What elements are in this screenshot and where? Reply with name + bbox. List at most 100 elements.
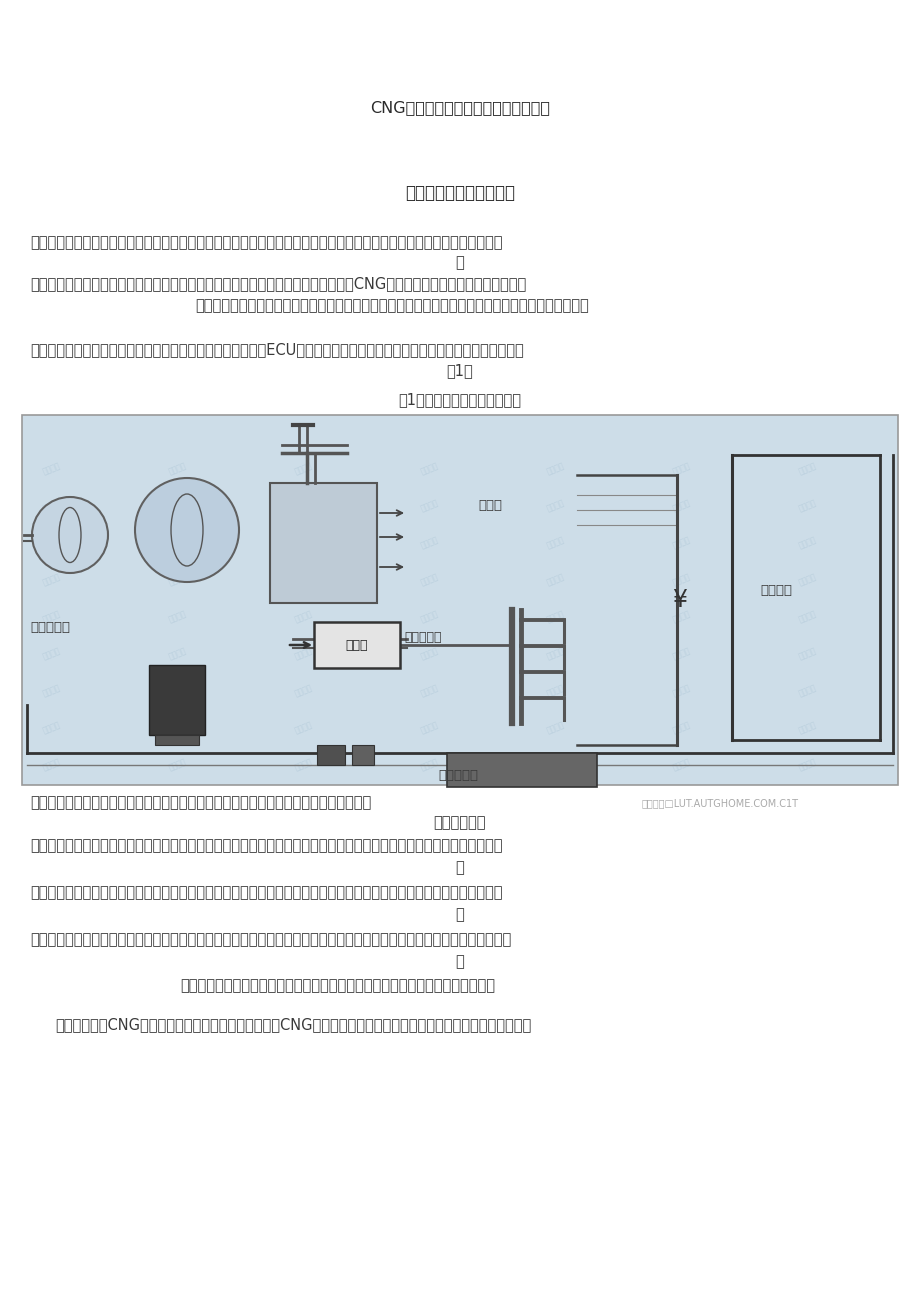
Text: 燃气点燃气喷: 燃气点燃气喷 xyxy=(433,816,486,830)
Text: 汽车之家: 汽车之家 xyxy=(797,721,817,735)
Text: 汽车之家: 汽车之家 xyxy=(545,609,566,625)
Text: 汽车之家: 汽车之家 xyxy=(545,721,566,735)
FancyBboxPatch shape xyxy=(269,483,377,603)
Text: 汽车之家: 汽车之家 xyxy=(419,609,440,625)
Text: 汽车之家: 汽车之家 xyxy=(167,535,188,551)
Text: 汽车之家: 汽车之家 xyxy=(671,535,691,551)
Text: 惠车驱动机: 惠车驱动机 xyxy=(437,769,478,782)
Text: 多点顺序燃气喷射控制系统适用于装有氧传感器和三元催化转化器的电喷汽油发动机，是目前国际上最先进的燃气汽车控制: 多点顺序燃气喷射控制系统适用于装有氧传感器和三元催化转化器的电喷汽油发动机，是目… xyxy=(30,235,502,251)
Text: 汽车之家: 汽车之家 xyxy=(167,757,188,773)
Text: 汽车之家: 汽车之家 xyxy=(419,461,440,477)
Text: 汽车之家: 汽车之家 xyxy=(545,757,566,773)
Text: 汽车之家: 汽车之家 xyxy=(671,683,691,699)
Text: 的不良影响。可根据发动机转速和负荷，更准确地控制对发动机功率、效率和废气排放有重要影响的空燃比指标，实现稀薄混: 的不良影响。可根据发动机转速和负荷，更准确地控制对发动机功率、效率和废气排放有重… xyxy=(30,933,511,947)
Text: 汽车之家: 汽车之家 xyxy=(419,721,440,735)
Circle shape xyxy=(32,498,108,573)
Text: 题，其尾气排放也有了明显的改善和控制，目前该系统已经在发达国家和我国部分两用燃料车上运用。: 题，其尾气排放也有了明显的改善和控制，目前该系统已经在发达国家和我国部分两用燃料… xyxy=(195,299,588,313)
Text: 汽车之家: 汽车之家 xyxy=(41,461,62,477)
Text: 汽车之探□LUT.AUTGHOME.COM.C1T: 汽车之探□LUT.AUTGHOME.COM.C1T xyxy=(641,798,798,808)
Text: 汽车之家: 汽车之家 xyxy=(797,757,817,773)
FancyBboxPatch shape xyxy=(352,746,374,765)
Text: 汽车之家: 汽车之家 xyxy=(419,757,440,773)
Text: 汽车之家: 汽车之家 xyxy=(671,461,691,477)
Text: 汽车之家: 汽车之家 xyxy=(293,647,314,661)
Text: 汽车之家: 汽车之家 xyxy=(419,683,440,699)
Text: 汽车之家: 汽车之家 xyxy=(167,461,188,477)
Text: 汽车之家: 汽车之家 xyxy=(671,499,691,513)
Text: 汽车之家: 汽车之家 xyxy=(671,757,691,773)
Text: 射系统。进气阀处喷射由于可以由软件严格控制气体燃料喷射时间与进排气门及活塞运动的相位关系，易于实现定时定量供: 射系统。进气阀处喷射由于可以由软件严格控制气体燃料喷射时间与进排气门及活塞运动的… xyxy=(30,838,502,853)
Text: 汽车之家: 汽车之家 xyxy=(545,535,566,551)
Text: 汽车之家: 汽车之家 xyxy=(167,573,188,587)
Text: 汽车之家: 汽车之家 xyxy=(293,683,314,699)
Text: 一、系统及关键设备简介: 一、系统及关键设备简介 xyxy=(404,184,515,203)
Text: 汽车之家: 汽车之家 xyxy=(671,573,691,587)
Text: 顺序喷射系统将气体喷射器布置在靠近进气歧管的进气阀处，可实现对每一缸的定时定量: 顺序喷射系统将气体喷射器布置在靠近进气歧管的进气阀处，可实现对每一缸的定时定量 xyxy=(30,795,371,811)
Text: 汽车之家: 汽车之家 xyxy=(797,647,817,661)
Text: 汽车之家: 汽车之家 xyxy=(797,535,817,551)
Text: ¥: ¥ xyxy=(672,588,686,612)
FancyBboxPatch shape xyxy=(313,622,400,668)
Text: 多点顺序喷射CNG汽车的储气系统与传统的混合器形式CNG汽车基本相同，下面介绍顺序喷射系统特有的关键设备。: 多点顺序喷射CNG汽车的储气系统与传统的混合器形式CNG汽车基本相同，下面介绍顺… xyxy=(55,1017,530,1033)
FancyBboxPatch shape xyxy=(22,414,897,785)
Text: 汽车之家: 汽车之家 xyxy=(41,683,62,699)
Text: 汽车之家: 汽车之家 xyxy=(545,647,566,661)
Circle shape xyxy=(135,478,239,582)
Text: 汽车之家: 汽车之家 xyxy=(293,721,314,735)
Text: 图1。: 图1。 xyxy=(446,364,473,378)
Text: 汽车之家: 汽车之家 xyxy=(671,609,691,625)
Text: 汽车之家: 汽车之家 xyxy=(293,573,314,587)
Text: 混: 混 xyxy=(455,955,464,969)
FancyBboxPatch shape xyxy=(447,753,596,787)
Text: 汽车之家: 汽车之家 xyxy=(41,609,62,625)
Text: 氧传感器: 氧传感器 xyxy=(759,583,791,596)
Text: 汽车之家: 汽车之家 xyxy=(671,647,691,661)
Text: 汽车之家: 汽车之家 xyxy=(41,757,62,773)
Text: CNG汽车多点顺序喷射系统安装说明书: CNG汽车多点顺序喷射系统安装说明书 xyxy=(369,100,550,116)
Text: 汽车之家: 汽车之家 xyxy=(797,609,817,625)
Text: 汽车之家: 汽车之家 xyxy=(419,499,440,513)
Text: 汽车之家: 汽车之家 xyxy=(797,573,817,587)
Text: 统。该系统与多点燃油喷射的原理一样，使燃气燃料分缸精确喷射，能基本解决早先CNG汽车改装带来的功率下降、回火等问: 统。该系统与多点燃油喷射的原理一样，使燃气燃料分缸精确喷射，能基本解决早先CNG… xyxy=(30,277,526,291)
Text: 汽车之家: 汽车之家 xyxy=(545,573,566,587)
Text: 汽车之家: 汽车之家 xyxy=(167,609,188,625)
Text: 汽车之家: 汽车之家 xyxy=(41,573,62,587)
Text: 汽车之家: 汽车之家 xyxy=(293,535,314,551)
Text: 汽车之家: 汽车之家 xyxy=(293,609,314,625)
FancyBboxPatch shape xyxy=(154,735,199,746)
Text: 汽车之家: 汽车之家 xyxy=(797,683,817,699)
Text: 汽车之家: 汽车之家 xyxy=(167,647,188,661)
Text: 汽车之家: 汽车之家 xyxy=(671,721,691,735)
Text: 合气燃烧，更进一步提高发动机的动力性、经济性，以及更进一步改善排放特性。: 合气燃烧，更进一步提高发动机的动力性、经济性，以及更进一步改善排放特性。 xyxy=(180,978,494,994)
Text: 系: 系 xyxy=(455,256,464,270)
Text: 商压电磁阀: 商压电磁阀 xyxy=(30,621,70,634)
Text: 汽车之家: 汽车之家 xyxy=(293,461,314,477)
Text: 喷射器: 喷射器 xyxy=(346,639,368,652)
FancyBboxPatch shape xyxy=(317,746,345,765)
Text: 压力特感器: 压力特感器 xyxy=(403,630,441,643)
Text: 汽车之家: 汽车之家 xyxy=(41,721,62,735)
Text: 汽车之家: 汽车之家 xyxy=(545,461,566,477)
Text: 图1燃气多点顺序喷射系统原理: 图1燃气多点顺序喷射系统原理 xyxy=(398,392,521,408)
Text: 汽车之家: 汽车之家 xyxy=(545,683,566,699)
Text: 燃气多点顺序喷射系统主要由燃气减压器、燃气喷射器、燃气ECU以及过滤器、压力、温度传感器等附件组成，系统示意图见: 燃气多点顺序喷射系统主要由燃气减压器、燃气喷射器、燃气ECU以及过滤器、压力、温… xyxy=(30,343,523,357)
Text: 汽车之家: 汽车之家 xyxy=(167,683,188,699)
Text: 汽车之家: 汽车之家 xyxy=(167,499,188,513)
Text: 汽车之家: 汽车之家 xyxy=(41,647,62,661)
Text: 汽车之家: 汽车之家 xyxy=(419,647,440,661)
FancyBboxPatch shape xyxy=(149,665,205,735)
Text: 汽车之家: 汽车之家 xyxy=(419,573,440,587)
Text: 汽车之家: 汽车之家 xyxy=(41,535,62,551)
Text: 发动机: 发动机 xyxy=(478,499,502,512)
Text: 汽车之家: 汽车之家 xyxy=(293,757,314,773)
Text: 汽车之家: 汽车之家 xyxy=(293,499,314,513)
Text: 费: 费 xyxy=(455,908,464,922)
Text: 气: 气 xyxy=(455,860,464,876)
Text: 汽车之家: 汽车之家 xyxy=(167,721,188,735)
Text: 汽车之家: 汽车之家 xyxy=(41,499,62,513)
Text: 和层次进气。顺序喷射系统最大的优点就在于可以减轻和消除由于气门重叠角存在造成的燃气直接逸出、恶化排放和燃料浪: 和层次进气。顺序喷射系统最大的优点就在于可以减轻和消除由于气门重叠角存在造成的燃… xyxy=(30,886,502,900)
Text: 汽车之家: 汽车之家 xyxy=(419,535,440,551)
Text: 汽车之家: 汽车之家 xyxy=(797,461,817,477)
Text: 汽车之家: 汽车之家 xyxy=(545,499,566,513)
Text: 汽车之家: 汽车之家 xyxy=(797,499,817,513)
